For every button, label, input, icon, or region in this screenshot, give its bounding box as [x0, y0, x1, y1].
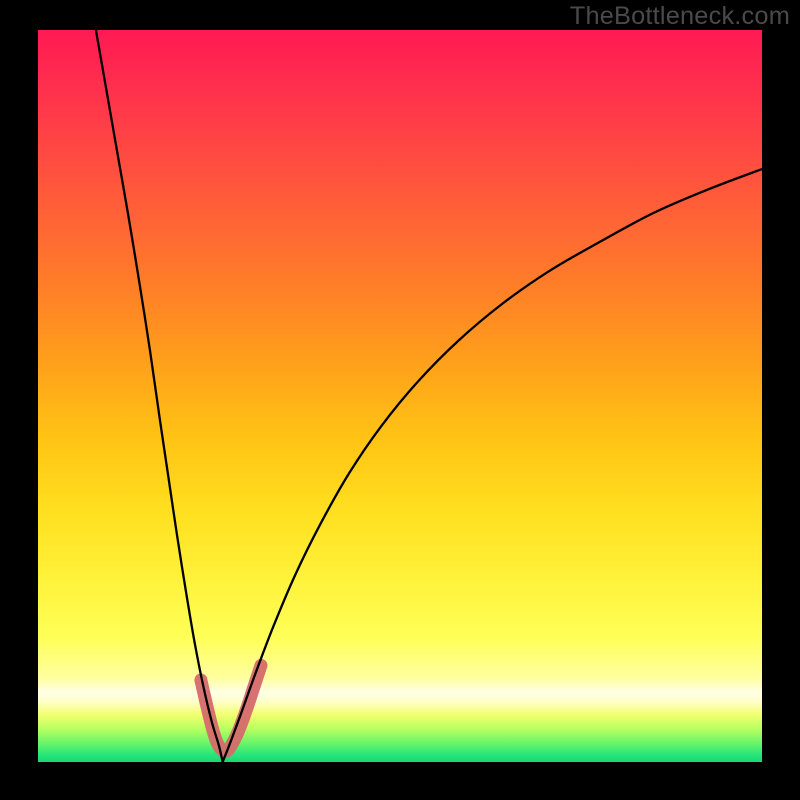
figure-container: TheBottleneck.com: [0, 0, 800, 800]
curve-left: [96, 30, 223, 762]
curve-layer: [38, 30, 762, 762]
watermark-text: TheBottleneck.com: [570, 2, 790, 31]
curve-right: [223, 169, 762, 762]
plot-area: [38, 30, 762, 762]
